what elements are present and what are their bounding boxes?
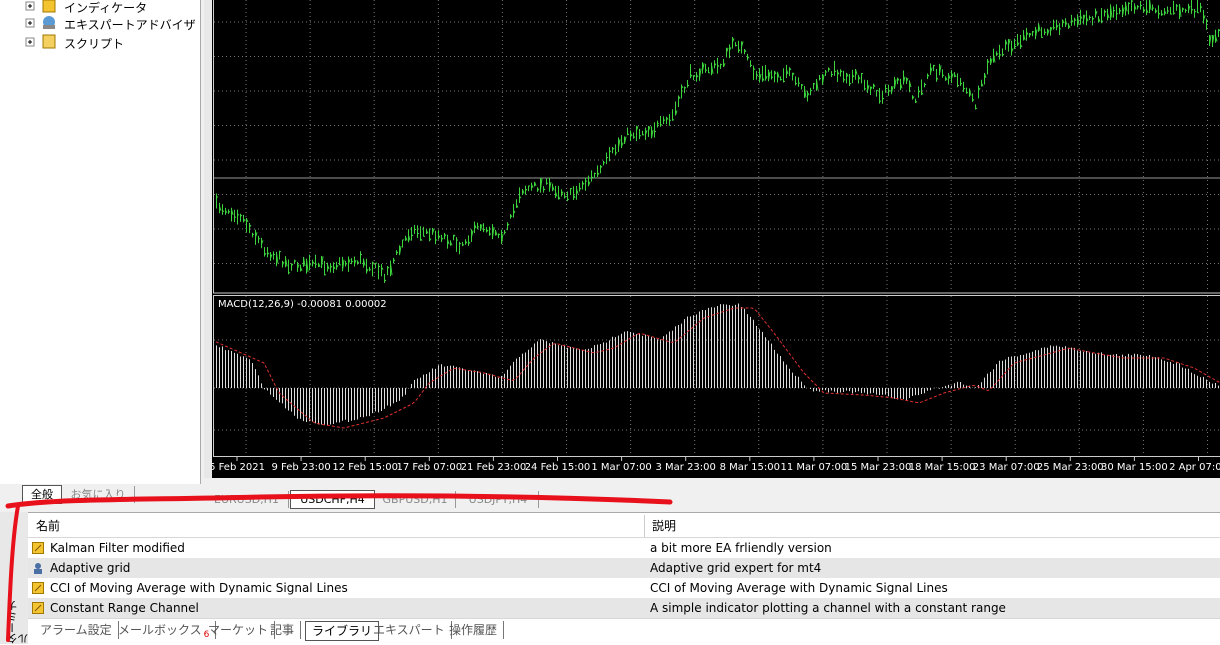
time-label: 1 Mar 07:00 xyxy=(591,462,651,473)
time-label: 15 Mar 23:00 xyxy=(845,462,912,473)
price-bar-tick xyxy=(607,157,609,158)
time-label: 17 Feb 07:00 xyxy=(396,462,462,473)
time-label: 23 Mar 07:00 xyxy=(973,462,1040,473)
row-icon xyxy=(32,582,44,594)
row-icon xyxy=(32,602,44,614)
price-bar-tick xyxy=(595,173,597,174)
cell: a bit more EA frliendly version xyxy=(650,538,832,558)
price-bar-tick xyxy=(1033,31,1035,32)
row-icon xyxy=(32,542,44,554)
price-bar-tick xyxy=(1060,29,1062,30)
price-bar-tick xyxy=(655,131,657,132)
table-row[interactable]: Constant Range Channel A simple indicator… xyxy=(28,598,1220,619)
price-bar-tick xyxy=(586,181,588,182)
price-bar-tick xyxy=(835,71,837,72)
table-header: 名前 説明 xyxy=(28,515,1220,538)
column-header[interactable]: 説明 xyxy=(652,515,676,537)
cell: CCI of Moving Average with Dynamic Signa… xyxy=(50,578,348,598)
nav-tab[interactable]: お気に入り xyxy=(62,486,135,503)
cell: Kalman Filter modified xyxy=(50,538,185,558)
cell: Adaptive grid xyxy=(50,558,130,578)
table-row[interactable]: Adaptive grid Adaptive grid expert for mt… xyxy=(28,558,1220,579)
terminal-tab[interactable]: エキスパート xyxy=(367,621,452,639)
chart-tab[interactable]: USDCHF,H4 xyxy=(290,490,375,509)
cell: Adaptive grid expert for mt4 xyxy=(650,558,821,578)
price-bar-tick xyxy=(1102,21,1104,22)
tree-item[interactable]: スクリプト xyxy=(64,35,124,52)
table-row[interactable]: Kalman Filter modified a bit more EA frli… xyxy=(28,538,1220,559)
column-header[interactable]: 名前 xyxy=(36,515,60,537)
time-label: 3 Mar 23:00 xyxy=(655,462,715,473)
table-row[interactable]: CCI of Moving Average with Dynamic Signa… xyxy=(28,578,1220,599)
time-label: 2 Apr 07:00 xyxy=(1169,462,1220,473)
cell: A simple indicator plotting a channel wi… xyxy=(650,598,1006,618)
time-label: 8 Mar 15:00 xyxy=(720,462,780,473)
time-label: 5 Feb 2021 xyxy=(212,462,265,473)
nav-tab[interactable]: 全般 xyxy=(22,485,62,504)
navigator: インディケータ エキスパートアドバイザ スクリプト xyxy=(0,0,201,484)
terminal-tab[interactable]: 操作履歴 xyxy=(443,621,504,639)
price-bar-tick xyxy=(238,215,240,216)
price-bar-tick xyxy=(865,88,867,89)
price-bar-tick xyxy=(961,83,963,84)
price-bar-tick xyxy=(673,120,675,121)
price-bar-tick xyxy=(460,243,462,244)
cell: CCI of Moving Average with Dynamic Signa… xyxy=(650,578,948,598)
price-chart: MACD(12,26,9) -0.00081 0.00002 5 Feb 202… xyxy=(212,0,1220,478)
chart-tab[interactable]: GBPUSD,H1 xyxy=(375,491,456,508)
price-bar-tick xyxy=(457,240,459,241)
time-label: 12 Feb 15:00 xyxy=(332,462,398,473)
price-bar-tick xyxy=(325,275,327,276)
indicator-label: MACD(12,26,9) -0.00081 0.00002 xyxy=(218,299,387,310)
time-label: 30 Mar 15:00 xyxy=(1101,462,1168,473)
row-icon xyxy=(32,562,44,574)
price-bar-tick xyxy=(976,108,978,109)
time-label: 9 Feb 23:00 xyxy=(271,462,330,473)
price-bar-tick xyxy=(640,135,642,136)
time-label: 25 Mar 23:00 xyxy=(1037,462,1104,473)
price-bar-tick xyxy=(1141,5,1143,6)
price-bar-tick xyxy=(958,85,960,86)
time-label: 24 Feb 15:00 xyxy=(525,462,591,473)
price-bar-tick xyxy=(223,211,225,212)
price-bar-tick xyxy=(862,73,864,74)
price-bar-tick xyxy=(832,74,834,75)
tree-item[interactable]: エキスパートアドバイザ xyxy=(64,16,196,33)
price-bar-tick xyxy=(490,234,492,235)
time-label: 18 Mar 15:00 xyxy=(909,462,976,473)
price-bar-tick xyxy=(799,83,801,84)
side-label: ターミナル xyxy=(7,590,21,644)
price-bar-tick xyxy=(280,251,282,252)
price-bar-tick xyxy=(964,88,966,89)
cell: Constant Range Channel xyxy=(50,598,199,618)
price-bar-tick xyxy=(370,270,372,271)
time-label: 11 Mar 07:00 xyxy=(781,462,848,473)
price-bar-tick xyxy=(592,177,594,178)
chart-tab[interactable]: USDJPY,H4 xyxy=(458,491,539,508)
price-bar-tick xyxy=(661,124,663,125)
price-bar-tick xyxy=(694,75,696,76)
price-bar-tick xyxy=(634,137,636,138)
terminal-tab[interactable]: アラーム設定 xyxy=(34,621,119,639)
tree-item[interactable]: インディケータ xyxy=(64,0,147,16)
tree-icons xyxy=(24,0,60,52)
price-bar-tick xyxy=(361,254,363,255)
terminal-tab[interactable]: 記事 xyxy=(264,621,301,639)
chart-tab[interactable]: EURUSD,H1 xyxy=(205,491,289,508)
time-label: 21 Feb 23:00 xyxy=(461,462,527,473)
